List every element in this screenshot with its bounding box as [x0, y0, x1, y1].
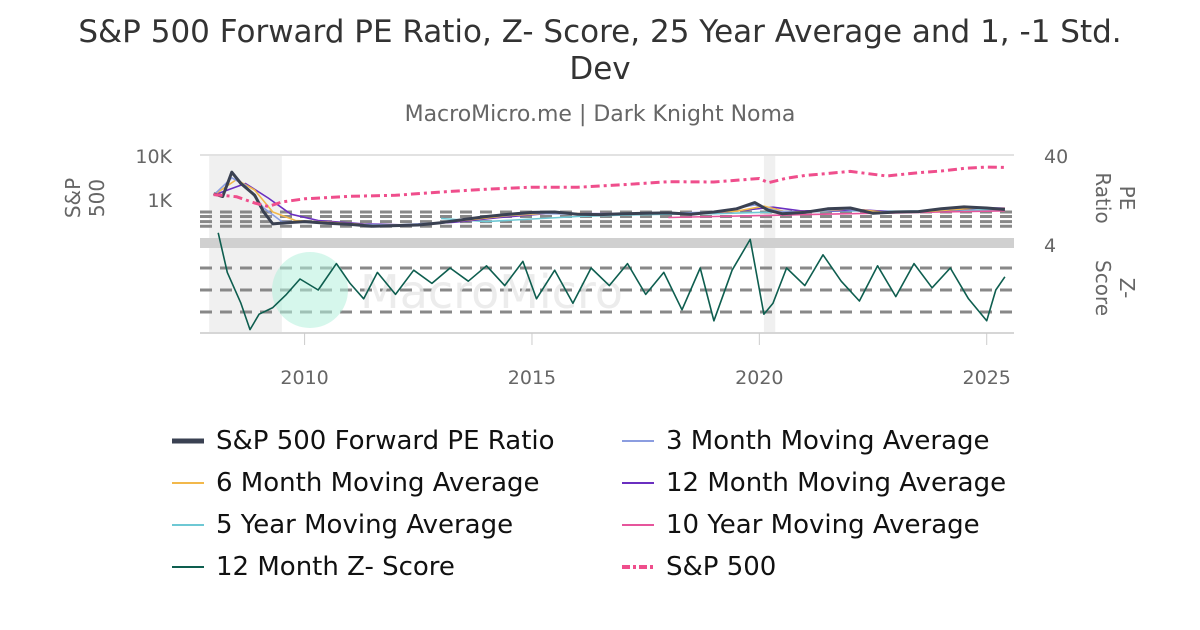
- legend-item-5-year-moving-average[interactable]: 5 Year Moving Average: [170, 510, 513, 540]
- series-line-s-p-500: [213, 165, 1005, 208]
- legend-swatch: [172, 566, 204, 568]
- series-line-6-month-moving-average: [213, 178, 1005, 226]
- legend-swatch: [622, 482, 654, 484]
- legend-label: 12 Month Moving Average: [666, 468, 1007, 498]
- legend-item-s-p-500-forward-pe-ratio[interactable]: S&P 500 Forward PE Ratio: [170, 426, 555, 456]
- legend-label: 5 Year Moving Average: [216, 510, 514, 540]
- legend-swatch: [622, 565, 654, 569]
- x-tick-label-2020: 2020: [735, 367, 783, 389]
- legend-label: 12 Month Z- Score: [216, 552, 455, 582]
- x-tick-label-2010: 2010: [280, 367, 328, 389]
- left-tick-10k: 10K: [135, 146, 172, 168]
- chart-title: S&P 500 Forward PE Ratio, Z- Score, 25 Y…: [78, 14, 1122, 87]
- watermark-text: MacroMicro: [360, 265, 623, 319]
- left-axis-label-line2: 500: [85, 179, 109, 217]
- x-tick-label-2025: 2025: [963, 367, 1011, 389]
- right-tick-4: 4: [1044, 235, 1056, 257]
- series-line-12-month-z-score: [217, 232, 1006, 331]
- series-line-12-month-moving-average: [213, 182, 1005, 226]
- left-tick-1k: 1K: [147, 190, 172, 212]
- x-tick-label-2015: 2015: [508, 367, 556, 389]
- legend-label: S&P 500: [666, 552, 777, 582]
- left-axis-label-line1: S&P: [61, 178, 85, 218]
- right-tick-40: 40: [1044, 146, 1068, 168]
- right-axis-label-z-line1: Z-: [1115, 278, 1139, 299]
- legend-item-6-month-moving-average[interactable]: 6 Month Moving Average: [170, 468, 540, 498]
- right-axis-label-pe-line2: Ratio: [1091, 172, 1115, 223]
- series-line-s-p-500-forward-pe-ratio: [213, 170, 1006, 228]
- legend-item-s-p-500[interactable]: S&P 500: [620, 552, 776, 582]
- legend-item-12-month-moving-average[interactable]: 12 Month Moving Average: [620, 468, 1006, 498]
- chart-subtitle: MacroMicro.me | Dark Knight Noma: [404, 102, 796, 127]
- right-axis-label-pe-line1: PE: [1115, 186, 1139, 211]
- right-axis-label-z-line2: Score: [1091, 260, 1115, 316]
- legend-label: S&P 500 Forward PE Ratio: [216, 426, 555, 456]
- legend-item-12-month-z-score[interactable]: 12 Month Z- Score: [170, 552, 455, 582]
- legend-label: 6 Month Moving Average: [216, 468, 540, 498]
- legend-swatch: [172, 482, 204, 484]
- legend-item-3-month-moving-average[interactable]: 3 Month Moving Average: [620, 426, 990, 456]
- legend-label: 3 Month Moving Average: [666, 426, 990, 456]
- plot-area: MacroMicro 10K 1K S&P 500 40 4 PE Ratio …: [61, 146, 1139, 389]
- legend-swatch: [622, 524, 654, 526]
- legend-swatch: [172, 524, 204, 526]
- legend-item-10-year-moving-average[interactable]: 10 Year Moving Average: [620, 510, 980, 540]
- series-line-10-year-moving-average: [668, 210, 1005, 219]
- legend-swatch: [622, 440, 654, 442]
- legend-label: 10 Year Moving Average: [666, 510, 980, 540]
- watermark: MacroMicro: [272, 252, 623, 328]
- legend-swatch: [172, 438, 204, 444]
